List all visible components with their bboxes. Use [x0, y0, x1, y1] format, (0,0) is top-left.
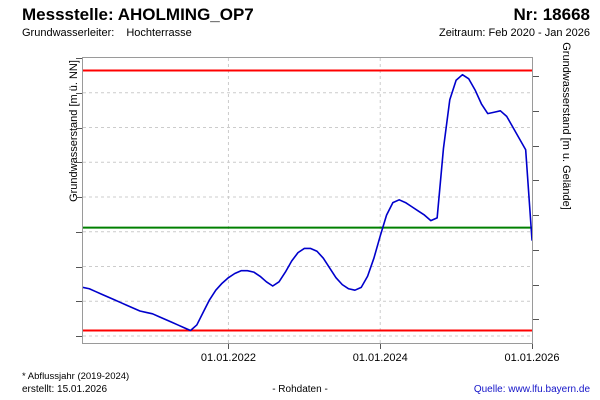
y-tick-mark-left [76, 336, 82, 338]
y-tick-mark-left [76, 58, 82, 59]
y-tick-mark-right [533, 215, 539, 217]
y-tick-mark-right [533, 145, 539, 147]
x-tick-mark [228, 343, 230, 349]
footnote-abflussjahr: * Abflussjahr (2019-2024) [22, 371, 130, 382]
y-tick-mark-left [76, 301, 82, 303]
x-tick-label: 01.01.2022 [200, 352, 256, 364]
footnote-rohdaten: - Rohdaten - [272, 384, 328, 395]
x-tick-label: 01.01.2026 [504, 352, 560, 364]
y-tick-mark-right [533, 319, 539, 321]
station-number: Nr: 18668 [513, 5, 590, 24]
footnote-created: erstellt: 15.01.2026 [22, 384, 108, 395]
x-tick-label: 01.01.2024 [352, 352, 408, 364]
x-tick-mark [532, 343, 533, 349]
y-tick-mark-left [76, 162, 82, 164]
plot-area [82, 57, 533, 344]
chart-svg [83, 58, 532, 343]
period-info: Zeitraum: Feb 2020 - Jan 2026 [438, 27, 590, 39]
y-axis-right-title: Grundwasserstand [m u. Gelände] [560, 42, 572, 210]
y-tick-mark-right [533, 180, 539, 182]
y-tick-mark-left [76, 231, 82, 233]
y-tick-mark-left [76, 92, 82, 94]
data-series-line [83, 73, 532, 332]
y-tick-mark-left [76, 266, 82, 268]
y-axis-left-title: Grundwasserstand [m ü. NN] [68, 60, 80, 202]
aquifer-label: Grundwasserleiter: [22, 27, 115, 39]
y-tick-mark-left [76, 197, 82, 199]
aquifer-value: Hochterrasse [126, 27, 192, 39]
y-tick-mark-right [533, 76, 539, 78]
y-tick-mark-right [533, 110, 539, 112]
page-title: Messstelle: AHOLMING_OP7 [22, 5, 254, 24]
aquifer-info: Grundwasserleiter: Hochterrasse [22, 27, 192, 39]
y-tick-mark-right [533, 249, 539, 251]
source-link[interactable]: Quelle: www.lfu.bayern.de [473, 384, 590, 395]
x-tick-mark [380, 343, 382, 349]
y-tick-mark-right [533, 284, 539, 286]
y-tick-mark-left [76, 127, 82, 129]
